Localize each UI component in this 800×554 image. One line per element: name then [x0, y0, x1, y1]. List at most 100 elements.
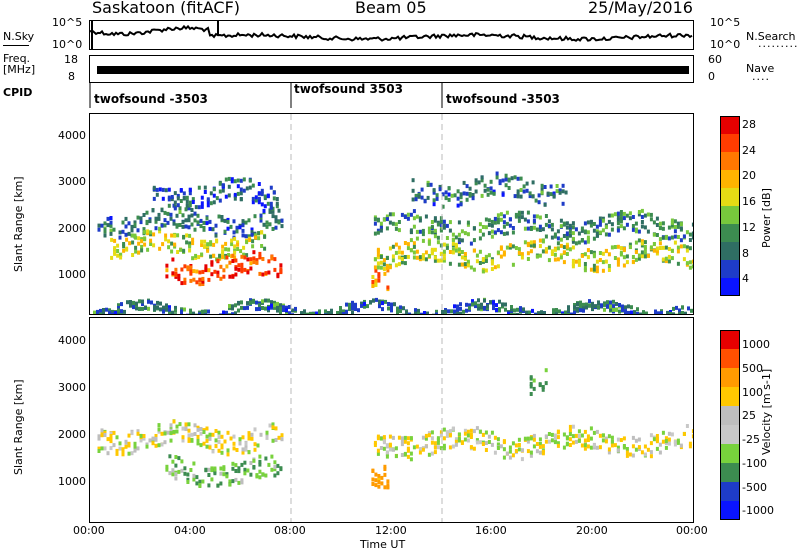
scatter-cell	[189, 312, 192, 314]
scatter-cell	[201, 279, 205, 284]
scatter-cell	[462, 309, 465, 314]
scatter-cell	[556, 257, 560, 262]
scatter-cell	[535, 442, 539, 446]
scatter-cell	[394, 226, 398, 231]
scatter-cell	[374, 278, 378, 283]
scatter-cell	[383, 485, 387, 490]
scatter-cell	[382, 446, 386, 451]
scatter-cell	[280, 218, 284, 223]
scatter-cell	[165, 263, 169, 268]
scatter-cell	[510, 176, 514, 181]
scatter-cell	[574, 439, 578, 444]
scatter-cell	[258, 251, 262, 256]
scatter-cell	[209, 191, 213, 196]
scatter-cell	[508, 455, 512, 460]
scatter-cell	[248, 178, 252, 183]
scatter-cell	[439, 446, 443, 451]
scatter-cell	[411, 197, 415, 202]
scatter-cell	[679, 222, 683, 227]
scatter-cell	[251, 196, 255, 201]
scatter-cell	[556, 236, 560, 241]
nave-tick-bottom: 0	[708, 70, 715, 83]
scatter-cell	[610, 227, 614, 232]
scatter-cell	[615, 302, 618, 306]
scatter-cell	[517, 218, 521, 223]
scatter-cell	[109, 228, 113, 233]
scatter-cell	[123, 309, 126, 314]
scatter-cell	[270, 467, 274, 472]
scatter-cell	[165, 464, 169, 469]
scatter-cell	[430, 451, 434, 456]
scatter-cell	[616, 228, 620, 233]
scatter-cell	[185, 195, 189, 200]
scatter-cell	[168, 307, 171, 312]
scatter-cell	[258, 307, 261, 311]
scatter-cell	[598, 445, 602, 450]
scatter-cell	[174, 472, 178, 477]
scatter-cell	[607, 232, 611, 237]
scatter-cell	[592, 222, 596, 226]
scatter-cell	[580, 226, 584, 231]
scatter-cell	[445, 236, 449, 240]
scatter-cell	[643, 247, 647, 252]
scatter-cell	[454, 235, 458, 240]
scatter-cell	[103, 221, 107, 226]
scatter-cell	[182, 191, 186, 196]
scatter-cell	[174, 272, 178, 276]
scatter-cell	[180, 307, 183, 312]
scatter-cell	[583, 252, 587, 257]
scatter-cell	[658, 442, 662, 447]
scatter-cell	[178, 422, 182, 427]
scatter-cell	[484, 448, 488, 452]
scatter-cell	[243, 467, 247, 472]
scatter-cell	[571, 258, 575, 263]
nsearch-tick-top: 10^5	[710, 16, 741, 29]
scatter-cell	[200, 239, 204, 244]
scatter-cell	[214, 444, 218, 449]
scatter-cell	[223, 439, 227, 444]
scatter-cell	[215, 196, 219, 201]
scatter-cell	[241, 223, 245, 228]
scatter-cell	[586, 248, 590, 253]
scatter-cell	[141, 302, 144, 306]
scatter-cell	[135, 306, 138, 311]
scatter-cell	[526, 439, 530, 444]
scatter-cell	[198, 312, 201, 314]
scatter-cell	[219, 276, 223, 281]
scatter-cell	[484, 441, 488, 445]
scatter-cell	[279, 267, 283, 272]
scatter-cell	[528, 194, 532, 199]
scatter-cell	[580, 238, 584, 242]
scatter-cell	[117, 303, 120, 308]
scatter-cell	[654, 310, 657, 314]
scatter-cell	[196, 213, 200, 218]
scatter-cell	[264, 271, 268, 276]
scatter-cell	[187, 422, 191, 427]
scatter-cell	[152, 232, 156, 237]
scatter-cell	[595, 233, 599, 238]
scatter-cell	[631, 444, 635, 449]
scatter-cell	[505, 451, 509, 456]
scatter-cell	[209, 201, 213, 206]
scatter-cell	[137, 236, 141, 241]
scatter-cell	[687, 306, 690, 311]
scatter-cell	[201, 269, 205, 274]
scatter-cell	[226, 219, 230, 224]
scatter-cell	[412, 250, 416, 255]
scatter-cell	[178, 206, 182, 211]
scatter-cell	[212, 242, 216, 247]
scatter-cell	[574, 259, 578, 264]
scatter-cell	[580, 443, 584, 448]
scatter-cell	[403, 241, 407, 245]
scatter-cell	[260, 202, 264, 207]
scatter-cell	[430, 247, 434, 252]
scatter-cell	[187, 218, 191, 223]
scatter-cell	[219, 264, 223, 269]
scatter-cell	[127, 221, 131, 226]
scatter-cell	[595, 229, 599, 234]
scatter-cell	[451, 426, 455, 431]
scatter-cell	[622, 255, 626, 260]
scatter-cell	[655, 216, 659, 221]
scatter-cell	[397, 228, 401, 233]
scatter-cell	[679, 244, 683, 249]
